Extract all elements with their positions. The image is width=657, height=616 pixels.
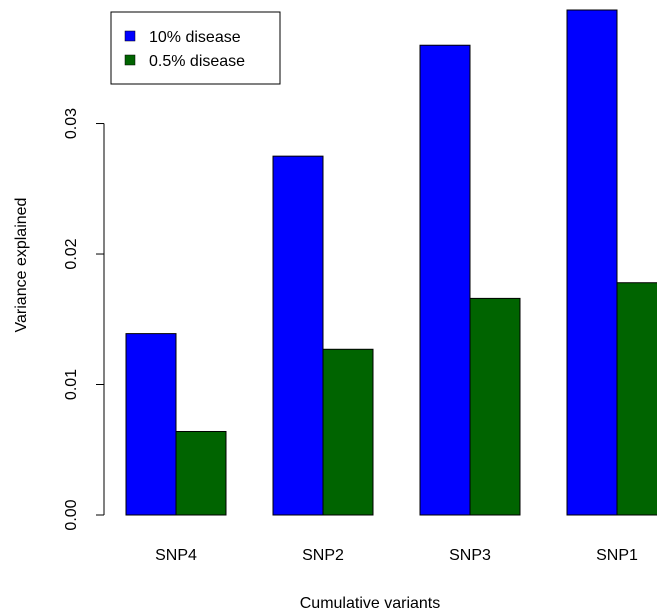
legend-label-10pct-disease: 10% disease xyxy=(149,29,241,46)
legend-swatch-10pct-disease xyxy=(124,30,136,42)
category-label-snp1: SNP1 xyxy=(596,547,638,564)
bar-snp4-series-1 xyxy=(175,430,227,516)
x-axis-categories: SNP4 SNP2 SNP3 SNP1 xyxy=(155,547,638,564)
category-label-snp4: SNP4 xyxy=(155,547,197,564)
legend-label-0-5pct-disease: 0.5% disease xyxy=(149,53,245,70)
bar-snp1-series-0 xyxy=(566,9,618,516)
category-label-snp3: SNP3 xyxy=(449,547,491,564)
y-tick-label-2: 0.02 xyxy=(63,238,80,269)
legend-box xyxy=(110,11,281,85)
legend: 10% disease 0.5% disease xyxy=(110,11,281,85)
x-axis-label: Cumulative variants xyxy=(300,595,441,612)
bar-snp3-series-1 xyxy=(469,297,521,516)
y-tick-label-0: 0.00 xyxy=(63,499,80,530)
bar-snp2-series-0 xyxy=(272,155,324,516)
y-axis: 0.00 0.01 0.02 0.03 xyxy=(63,108,105,531)
bar-snp2-series-1 xyxy=(322,348,374,516)
legend-swatch-0-5pct-disease xyxy=(124,54,136,66)
bars-group xyxy=(125,9,657,516)
bar-snp3-series-0 xyxy=(419,44,471,516)
y-tick-label-3: 0.03 xyxy=(63,108,80,139)
y-tick-label-1: 0.01 xyxy=(63,369,80,400)
y-axis-label: Variance explained xyxy=(13,198,30,333)
bar-snp1-series-1 xyxy=(616,282,657,516)
category-label-snp2: SNP2 xyxy=(302,547,344,564)
bar-snp4-series-0 xyxy=(125,333,177,516)
